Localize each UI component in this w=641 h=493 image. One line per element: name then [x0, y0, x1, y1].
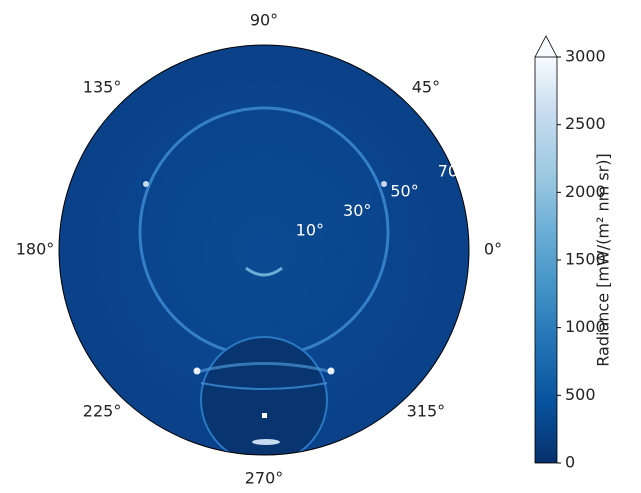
bright-spot [262, 413, 267, 418]
colorbar-tick-label: 3000 [565, 47, 606, 66]
colorbar-tick-label: 2500 [565, 114, 606, 133]
arc [245, 266, 283, 277]
theta-tick-label: 270° [245, 469, 284, 488]
bright-spot [381, 181, 387, 187]
bright-spot [252, 439, 280, 445]
theta-tick-label: 0° [484, 240, 502, 259]
theta-tick-label: 90° [250, 11, 278, 30]
r-tick-label: 30° [343, 201, 371, 220]
theta-tick-label: 315° [407, 401, 446, 420]
colorbar-label: Radiance [mW/(m² nm sr)] [594, 153, 613, 366]
image-features [138, 106, 390, 455]
r-tick-label: 50° [390, 181, 418, 200]
colorbar-tick-label: 2000 [565, 182, 606, 201]
colorbar [535, 57, 557, 463]
colorbar-tick-label: 1000 [565, 317, 606, 336]
theta-tick-label: 180° [16, 240, 55, 259]
arc [200, 382, 328, 390]
bright-spot [327, 367, 335, 375]
colorbar-tick-label: 1500 [565, 250, 606, 269]
colorbar-extend [534, 35, 558, 58]
bright-spot [193, 367, 201, 375]
bright-spot [143, 181, 149, 187]
colorbar-tick-label: 500 [565, 385, 596, 404]
theta-tick-label: 225° [83, 401, 122, 420]
theta-tick-label: 135° [83, 78, 122, 97]
r-tick-label: 70° [438, 162, 466, 181]
arc [195, 362, 333, 374]
theta-tick-label: 45° [412, 78, 440, 97]
r-tick-label: 10° [296, 221, 324, 240]
polar-frame [58, 44, 470, 456]
sky-disc [59, 45, 469, 455]
colorbar-tick-label: 0 [565, 453, 575, 472]
shadow-region [200, 336, 328, 455]
radiance-image [58, 44, 470, 456]
